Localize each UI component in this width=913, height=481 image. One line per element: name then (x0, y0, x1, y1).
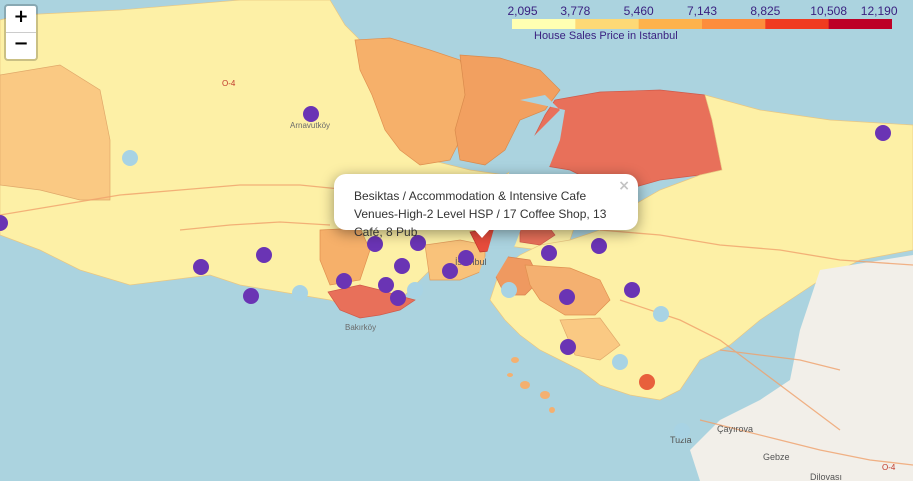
marker-cluster-a[interactable] (541, 245, 557, 261)
legend-tick-label: 7,143 (686, 4, 718, 18)
legend-tick-label: 2,095 (507, 4, 538, 18)
popup-text: Besiktas / Accommodation & Intensive Caf… (354, 189, 607, 239)
legend-tick-label: 5,460 (623, 4, 654, 18)
marker-cluster-a[interactable] (378, 277, 394, 293)
marker-cluster-a[interactable] (303, 106, 319, 122)
marker-cluster-a[interactable] (458, 250, 474, 266)
marker-cluster-b[interactable] (674, 423, 690, 439)
label-cayirova: Çayırova (717, 424, 753, 434)
legend-color-swatch (575, 19, 640, 29)
princes-islands (507, 357, 555, 413)
marker-cluster-b[interactable] (501, 282, 517, 298)
marker-cluster-a[interactable] (193, 259, 209, 275)
zoom-control: + − (4, 4, 38, 61)
marker-cluster-a[interactable] (390, 290, 406, 306)
marker-cluster-a[interactable] (394, 258, 410, 274)
label-dilovasi: Dilovası (810, 472, 842, 481)
legend-tick-label: 8,825 (750, 4, 781, 18)
zoom-out-button[interactable]: − (6, 32, 36, 59)
legend-color-swatch (512, 19, 576, 29)
marker-cluster-b[interactable] (653, 306, 669, 322)
marker-cluster-c[interactable] (639, 374, 655, 390)
label-bakirkoy: Bakırköy (345, 323, 376, 332)
marker-cluster-a[interactable] (624, 282, 640, 298)
marker-cluster-a[interactable] (875, 125, 891, 141)
legend-tick-label: 3,778 (560, 4, 591, 18)
district-catalca[interactable] (0, 64, 111, 201)
label-arnavutkoy: Arnavutköy (290, 121, 330, 130)
marker-cluster-a[interactable] (410, 235, 426, 251)
zoom-in-button[interactable]: + (13, 6, 29, 27)
popup-tip (473, 228, 491, 238)
legend-color-bar (512, 19, 892, 29)
district-bakirkoy[interactable] (327, 284, 416, 319)
district-popup: Besiktas / Accommodation & Intensive Caf… (334, 174, 638, 239)
marker-cluster-a[interactable] (336, 273, 352, 289)
land-kocaeli (690, 255, 913, 481)
legend-title: House Sales Price in Istanbul (534, 30, 678, 42)
label-tuzla: Tuzla (670, 435, 692, 445)
legend-color-swatch (828, 19, 892, 29)
legend-color-swatch (702, 19, 766, 29)
district-sariyer[interactable] (454, 54, 561, 166)
marker-cluster-a[interactable] (559, 289, 575, 305)
marker-cluster-a[interactable] (560, 339, 576, 355)
legend-color-swatch (638, 19, 703, 29)
marker-cluster-b[interactable] (612, 354, 628, 370)
marker-cluster-a[interactable] (0, 215, 8, 231)
marker-cluster-a[interactable] (442, 263, 458, 279)
marker-cluster-a[interactable] (591, 238, 607, 254)
marker-cluster-a[interactable] (367, 236, 383, 252)
legend-ticks: 2,095 3,778 5,460 7,143 8,825 10,508 12,190 (507, 4, 897, 18)
marker-cluster-a[interactable] (243, 288, 259, 304)
label-o4-top: O-4 (222, 79, 236, 88)
cluster-markers (0, 106, 891, 439)
road-network (0, 184, 913, 466)
marker-cluster-b[interactable] (407, 282, 423, 298)
marker-cluster-a[interactable] (256, 247, 272, 263)
marker-cluster-b[interactable] (292, 285, 308, 301)
legend-tick-label: 12,190 (860, 4, 898, 18)
legend-color-swatch (765, 19, 830, 29)
label-gebze: Gebze (763, 452, 790, 462)
label-o4-bottom: O-4 (882, 463, 896, 472)
district-eyup[interactable] (354, 37, 471, 166)
legend-tick-label: 10,508 (810, 4, 848, 18)
popup-close-button[interactable]: × (618, 178, 630, 194)
color-legend: 2,095 3,778 5,460 7,143 8,825 10,508 12,190 Ho… (507, 4, 897, 44)
marker-cluster-b[interactable] (122, 150, 138, 166)
